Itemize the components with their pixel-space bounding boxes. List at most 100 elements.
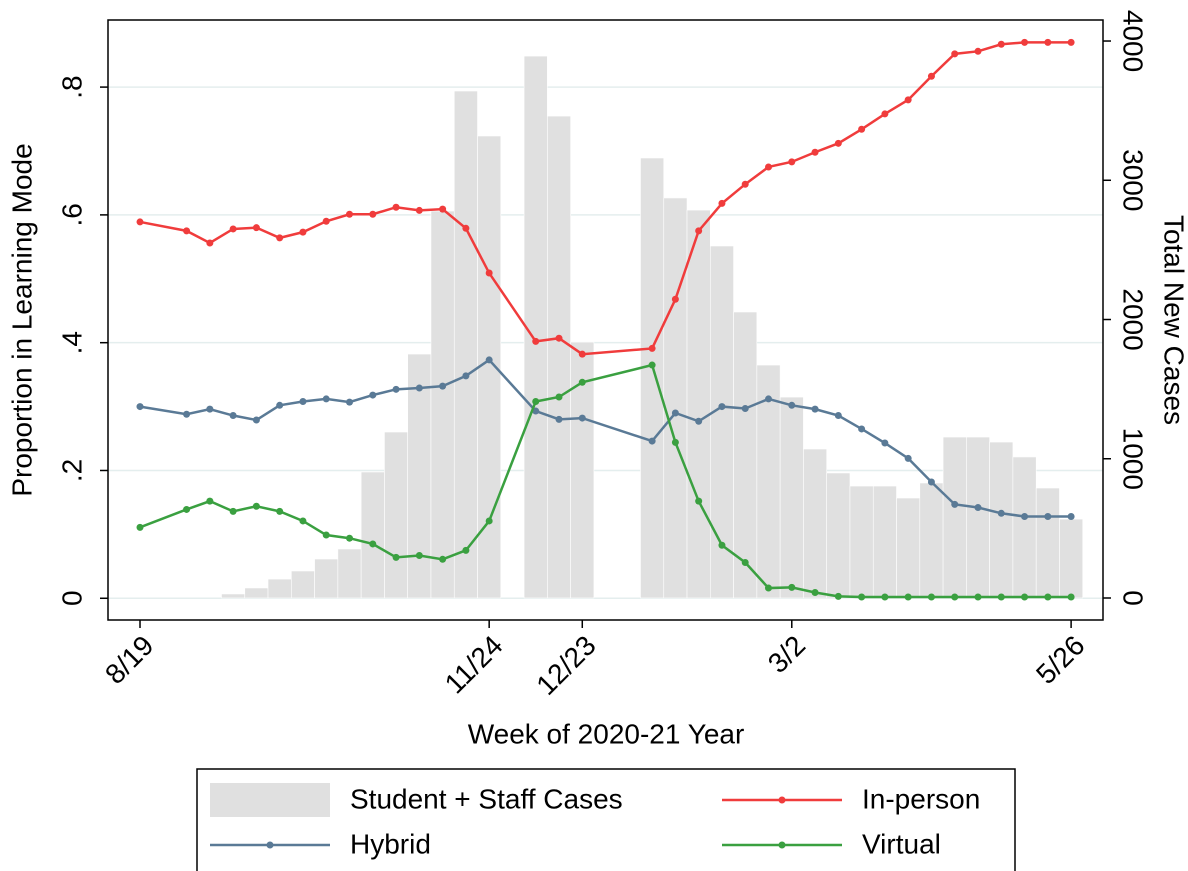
- marker: [1021, 38, 1029, 46]
- marker: [206, 239, 214, 247]
- y2-tick-label: 2000: [1118, 288, 1149, 350]
- marker: [276, 234, 284, 242]
- bar: [314, 558, 339, 599]
- marker: [881, 593, 889, 601]
- marker: [136, 218, 144, 226]
- marker: [229, 507, 237, 515]
- bar: [872, 485, 897, 599]
- marker: [671, 438, 679, 446]
- marker: [811, 589, 819, 597]
- marker: [532, 337, 540, 345]
- marker: [881, 110, 889, 118]
- bar: [803, 448, 827, 599]
- legend-label: Student + Staff Cases: [350, 783, 623, 814]
- marker: [578, 414, 586, 422]
- marker: [834, 139, 842, 147]
- y-tick-label: 0: [56, 590, 87, 606]
- marker: [346, 210, 354, 218]
- marker: [1044, 38, 1052, 46]
- bar: [337, 548, 362, 599]
- marker: [1067, 38, 1075, 46]
- y2-tick-label: 3000: [1118, 149, 1149, 211]
- marker: [555, 415, 563, 423]
- marker: [718, 403, 726, 411]
- marker: [392, 203, 400, 211]
- marker: [904, 96, 912, 104]
- legend-swatch: [210, 783, 330, 817]
- marker: [136, 403, 144, 411]
- bar: [221, 593, 246, 599]
- marker: [997, 40, 1005, 48]
- x-tick-label: 3/2: [762, 630, 811, 679]
- bar: [896, 497, 921, 599]
- marker: [741, 558, 749, 566]
- marker: [206, 497, 214, 505]
- bar: [640, 157, 665, 599]
- marker: [1067, 593, 1075, 601]
- marker: [1021, 593, 1029, 601]
- marker: [648, 344, 656, 352]
- marker: [299, 228, 307, 236]
- legend-label: Virtual: [862, 828, 941, 859]
- marker: [1067, 512, 1075, 520]
- marker: [951, 593, 959, 601]
- bar: [919, 482, 944, 599]
- marker: [183, 227, 191, 235]
- marker: [578, 350, 586, 358]
- bar: [547, 115, 571, 599]
- marker: [974, 504, 982, 512]
- bar: [430, 210, 455, 599]
- marker: [951, 50, 959, 58]
- marker: [299, 517, 307, 525]
- marker: [1044, 593, 1052, 601]
- marker: [555, 393, 563, 401]
- marker: [485, 269, 493, 277]
- legend-label: Hybrid: [350, 828, 431, 859]
- marker: [532, 397, 540, 405]
- line: [139, 41, 1072, 356]
- marker: [1021, 512, 1029, 520]
- y-tick-label: .2: [56, 459, 87, 482]
- marker: [369, 391, 377, 399]
- marker: [322, 531, 330, 539]
- bar: [1035, 487, 1060, 599]
- plot-frame: [107, 19, 1104, 621]
- marker: [578, 378, 586, 386]
- legend-marker: [266, 841, 274, 849]
- bar: [663, 197, 688, 599]
- marker: [462, 372, 470, 380]
- marker: [183, 505, 191, 513]
- marker: [718, 199, 726, 207]
- marker: [788, 583, 796, 591]
- marker: [834, 412, 842, 420]
- marker: [322, 395, 330, 403]
- bar: [989, 441, 1014, 599]
- bar: [826, 472, 851, 599]
- marker: [811, 405, 819, 413]
- marker: [276, 401, 284, 409]
- marker: [322, 217, 330, 225]
- marker: [811, 148, 819, 156]
- marker: [648, 361, 656, 369]
- legend-label: In-person: [862, 783, 980, 814]
- marker: [369, 540, 377, 548]
- marker: [229, 412, 237, 420]
- y-tick-label: .4: [56, 331, 87, 354]
- marker: [974, 593, 982, 601]
- marker: [834, 592, 842, 600]
- marker: [741, 180, 749, 188]
- marker: [695, 227, 703, 235]
- marker: [858, 425, 866, 433]
- marker: [252, 224, 260, 232]
- marker: [741, 404, 749, 412]
- marker: [904, 593, 912, 601]
- marker: [788, 401, 796, 409]
- marker: [252, 502, 260, 510]
- marker: [765, 395, 773, 403]
- y-axis-label: Proportion in Learning Mode: [6, 143, 37, 496]
- x-axis-label: Week of 2020-21 Year: [468, 718, 745, 749]
- marker: [788, 158, 796, 166]
- marker: [276, 507, 284, 515]
- marker: [997, 509, 1005, 517]
- legend-marker: [778, 841, 786, 849]
